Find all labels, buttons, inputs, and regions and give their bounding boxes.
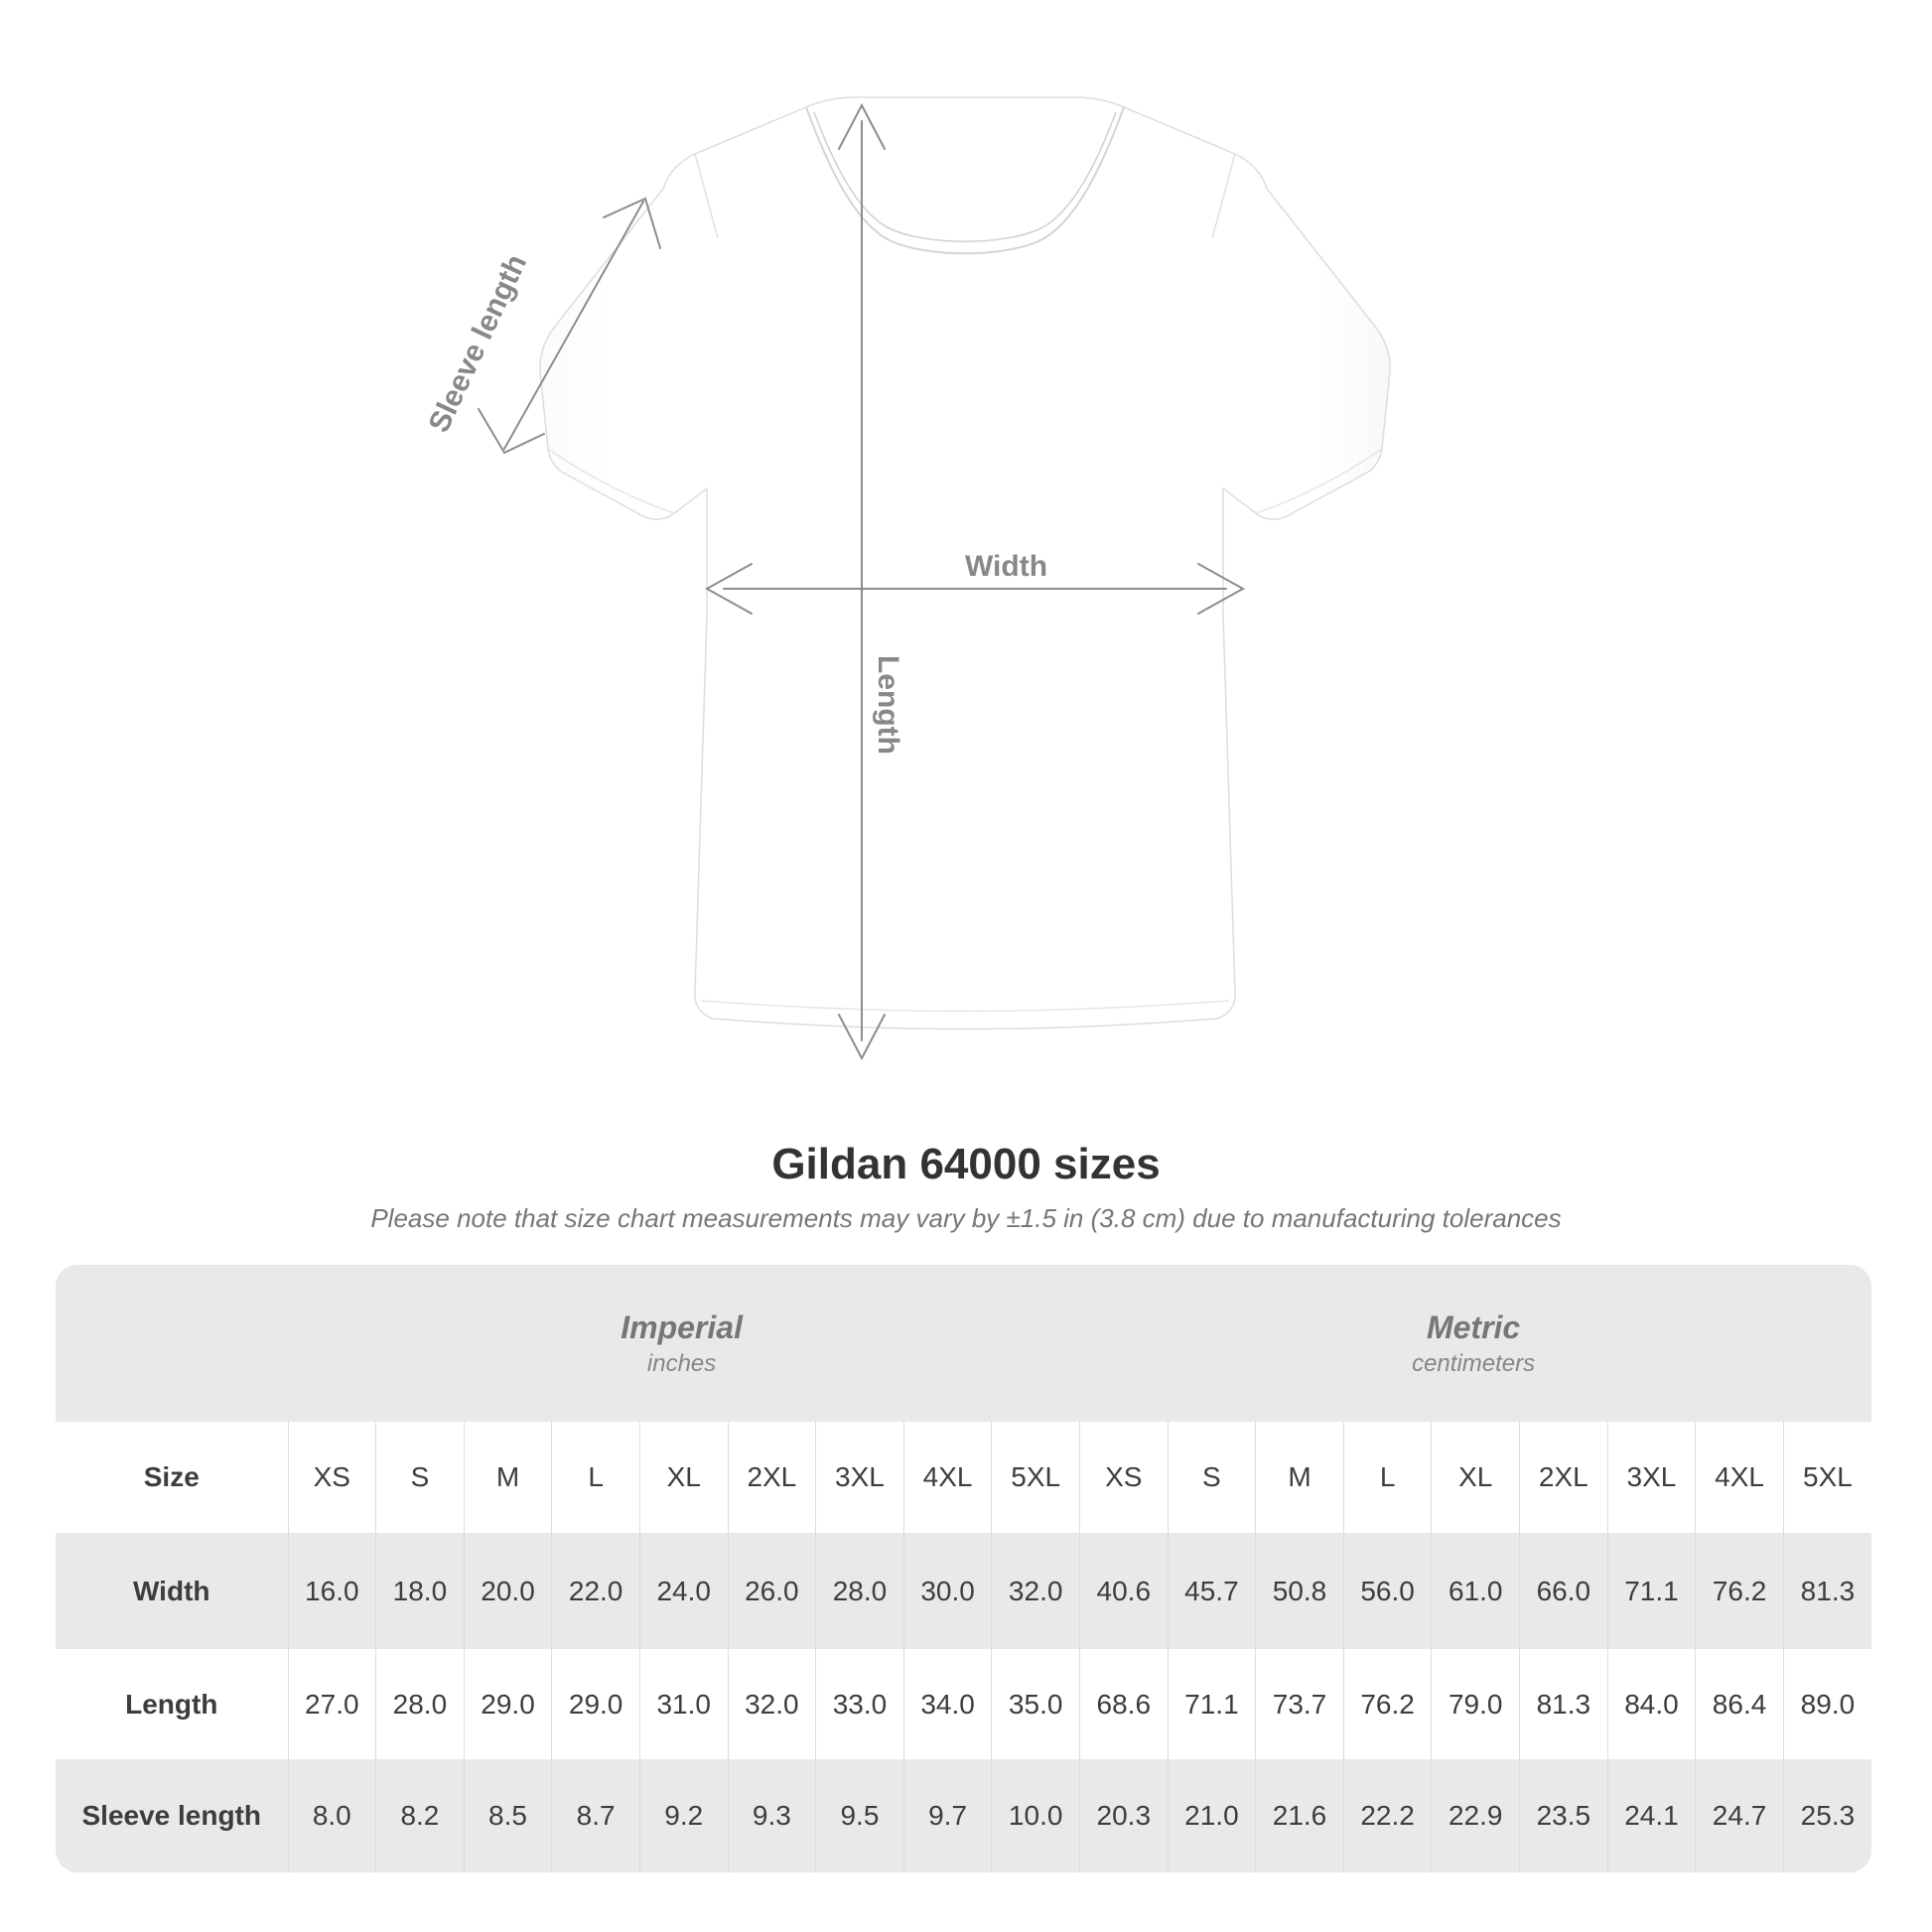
svg-text:Length: Length (872, 655, 904, 755)
svg-text:Width: Width (965, 550, 1047, 583)
